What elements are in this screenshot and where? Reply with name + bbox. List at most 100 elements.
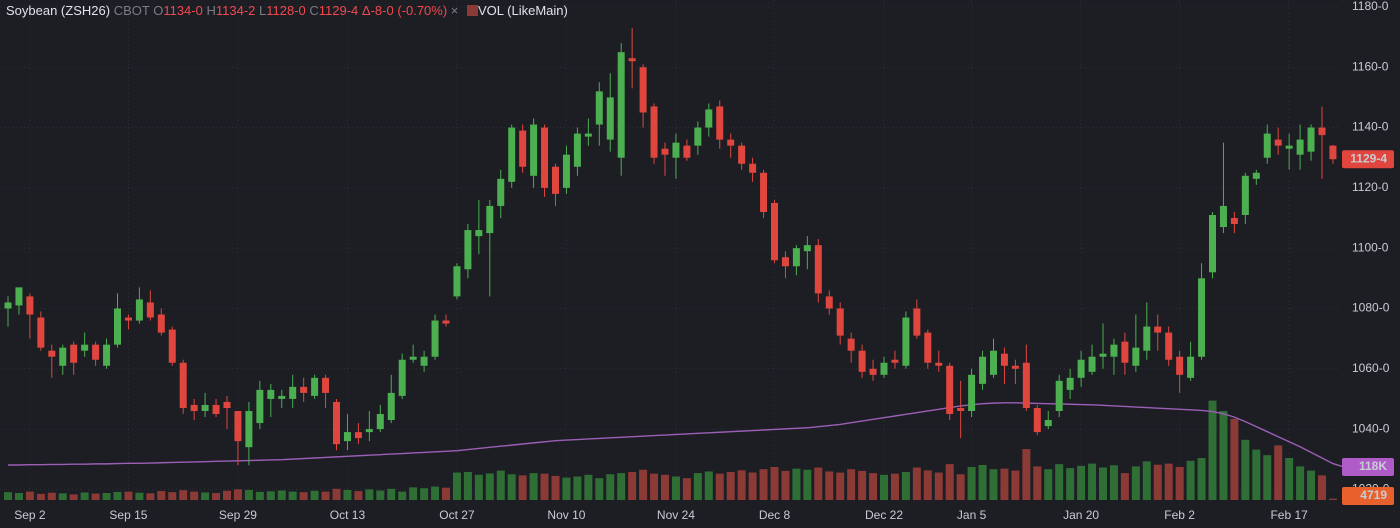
volume-bar [945,464,954,500]
volume-bar [1328,498,1337,500]
low: 1128-0 [266,3,306,18]
candle-body [541,127,549,188]
candle-body [760,172,768,212]
candle-body [771,202,778,261]
volume-bar [190,491,199,500]
volume-bar [223,490,231,500]
candle-body [26,296,34,315]
volume-bar [474,474,483,500]
y-tick-label: 1140-0 [1352,120,1389,134]
candle-body [935,362,943,366]
volume-bar [168,492,177,500]
volume-bar [1033,466,1042,500]
candle-body [869,368,877,375]
candle-body [1088,356,1096,372]
candle-body [398,359,406,396]
volume-bar [1066,468,1075,500]
candle-body [968,374,976,412]
volume-bar [146,493,155,500]
volume-bar [562,477,571,500]
symbol[interactable]: Soybean (ZSH26) [6,3,111,18]
candle-body [858,350,866,372]
candle-body [595,91,603,125]
x-tick-label: Nov 24 [657,508,695,522]
volume-bar [671,476,680,500]
candle-body [508,127,516,182]
line-value-tag-bg [1342,457,1394,476]
volume-bar [836,472,845,500]
volume-bar [803,469,812,500]
candle-body [1329,145,1337,160]
candle-body [300,386,308,393]
x-tick-label: Feb 2 [1164,508,1195,522]
volume-name[interactable]: VOL (LikeMain) [478,3,568,18]
candle-body [223,401,231,408]
volume-bar [496,470,505,500]
candle-body [146,302,154,318]
candle-body [957,407,965,412]
volume-line [8,402,1345,468]
volume-bar [354,491,363,500]
x-tick-label: Dec 22 [865,508,903,522]
volume-bar [113,491,122,500]
volume-bar [266,491,275,500]
candle-body [201,404,209,412]
candle-body [1077,359,1085,378]
volume-bar [1219,410,1228,500]
candle-body [1285,145,1293,149]
candle-body [1011,365,1019,369]
x-tick-label: Oct 13 [330,508,366,522]
candle-body [354,432,362,439]
volume-bar [36,493,45,500]
volume-bar [1197,458,1206,500]
volume-bar [124,491,133,500]
volume-bar [1120,473,1129,500]
y-tick-label: 1100-0 [1352,240,1389,254]
candle-body [114,308,121,345]
volume-bar [1208,400,1217,500]
candle-body [946,365,954,415]
volume-bar [1186,460,1195,500]
volume-bar [956,474,965,500]
volume-bar [1252,449,1261,500]
candle-body [267,389,275,399]
volume-bar [704,471,713,500]
volume-bar [1142,461,1151,500]
volume-bar [442,487,450,500]
volume-bar [1318,475,1326,500]
candle-body [135,299,143,321]
volume-bar [584,474,593,500]
volume-bar [869,473,878,500]
candle-body [464,230,472,270]
candle-body [716,106,724,140]
candle-body [81,344,89,351]
volume-bar [682,478,691,500]
y-tick-label: 1040-0 [1352,421,1390,435]
volume-bar [650,473,659,500]
x-tick-label: Nov 10 [547,508,585,522]
candle-body [59,347,67,366]
candle-body [179,362,187,408]
volume-bar [244,489,253,500]
volume-bar [4,492,12,500]
high: 1134-2 [215,3,256,18]
volume-bar [748,472,757,500]
volume-bar [901,472,910,500]
candle-body [442,320,450,324]
candle-body [103,344,111,366]
volume-bar [661,474,669,500]
volume-bar [551,475,560,500]
candle-body [1274,139,1282,146]
candle-body [453,266,461,297]
volume-bar [69,494,78,500]
candle-body [376,414,384,430]
volume-bar [890,473,899,500]
remove-button[interactable]: × [450,3,459,18]
volume-bar [135,492,144,500]
volume-bar [923,470,932,500]
volume-bar [967,466,976,500]
candle-body [1296,139,1304,155]
volume-bar [759,469,768,500]
volume-bar [1022,449,1031,500]
